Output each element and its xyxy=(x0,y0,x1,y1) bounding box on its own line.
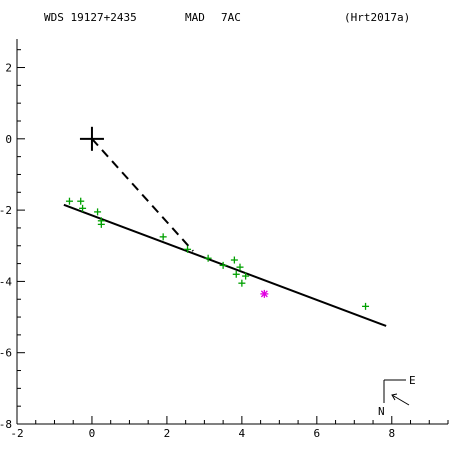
plot-lines xyxy=(63,138,387,327)
observation-point xyxy=(94,208,102,216)
y-tick-label: 0 xyxy=(5,133,12,146)
observation-point xyxy=(97,220,105,228)
x-tick-label: 8 xyxy=(388,427,395,440)
observation-point xyxy=(159,233,167,241)
compass: E N xyxy=(378,374,416,418)
axis-tick-labels: -2 0 2 4 6 8 2 0 -2 -4 -6 -8 xyxy=(0,62,395,440)
highlight-point xyxy=(260,289,269,298)
observation-point xyxy=(204,254,212,262)
dashed-connector-line xyxy=(91,138,194,252)
x-tick-label: 0 xyxy=(89,427,96,440)
observation-point xyxy=(230,256,238,264)
header-wds-id: WDS 19127+2435 xyxy=(44,11,137,24)
observation-point xyxy=(184,245,192,253)
x-tick-label: 2 xyxy=(164,427,171,440)
y-tick-label: -6 xyxy=(0,347,12,360)
header-reference: (Hrt2017a) xyxy=(344,11,410,24)
x-tick-label: 4 xyxy=(239,427,246,440)
observation-point xyxy=(238,279,246,287)
axis-ticks xyxy=(16,49,449,425)
plot-points xyxy=(65,126,370,310)
observation-point xyxy=(65,197,73,205)
header-method: MAD xyxy=(185,11,205,24)
highlight-point-d2 xyxy=(260,290,268,298)
y-tick-label: -8 xyxy=(0,418,12,431)
observation-point xyxy=(362,302,370,310)
compass-east-label: E xyxy=(409,374,416,387)
x-tick-label: 6 xyxy=(314,427,321,440)
observation-point xyxy=(77,197,85,205)
observation-point xyxy=(232,270,240,278)
y-tick-label: 2 xyxy=(5,62,12,75)
observation-point xyxy=(236,263,244,271)
x-tick-label: -2 xyxy=(10,427,23,440)
y-tick-label: -4 xyxy=(0,275,12,288)
observation-point xyxy=(219,261,227,269)
y-tick-label: -2 xyxy=(0,204,12,217)
observation-point xyxy=(79,204,87,212)
motion-arrow-head xyxy=(391,393,398,401)
observation-point xyxy=(242,272,250,280)
header-components: 7AC xyxy=(221,11,241,24)
compass-north-label: N xyxy=(378,405,385,418)
motion-arrow-shaft xyxy=(391,394,410,406)
plot-frame xyxy=(16,39,448,425)
